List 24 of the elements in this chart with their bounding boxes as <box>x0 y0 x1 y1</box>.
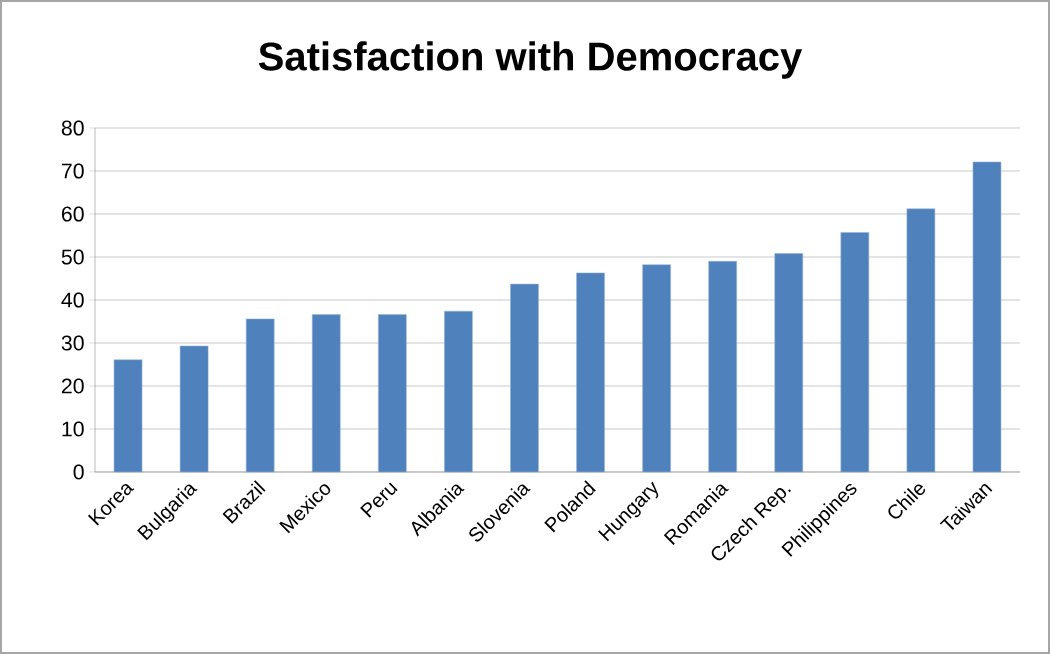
y-tick-label: 20 <box>61 378 84 394</box>
bar <box>510 283 539 473</box>
bar <box>972 161 1002 473</box>
y-tick-label: 70 <box>61 163 84 179</box>
bar <box>444 310 473 473</box>
bar <box>113 359 143 473</box>
bar <box>576 272 605 473</box>
y-tick-label: 40 <box>61 292 84 308</box>
bar <box>378 314 407 473</box>
bar <box>774 253 804 473</box>
y-tick-label: 10 <box>62 421 84 437</box>
bar <box>708 261 737 473</box>
bar <box>642 264 671 473</box>
y-tick-label: 60 <box>61 206 84 222</box>
y-tick-label: 0 <box>73 464 84 480</box>
chart-title: Satisfaction with Democracy <box>258 41 803 79</box>
y-tick-label: 50 <box>61 249 84 265</box>
bar <box>311 314 341 473</box>
bar <box>179 345 209 473</box>
bar <box>840 232 870 473</box>
bar <box>906 208 936 473</box>
y-tick-label: 30 <box>61 335 84 351</box>
bar <box>245 318 275 473</box>
y-tick-label: 80 <box>61 120 84 136</box>
